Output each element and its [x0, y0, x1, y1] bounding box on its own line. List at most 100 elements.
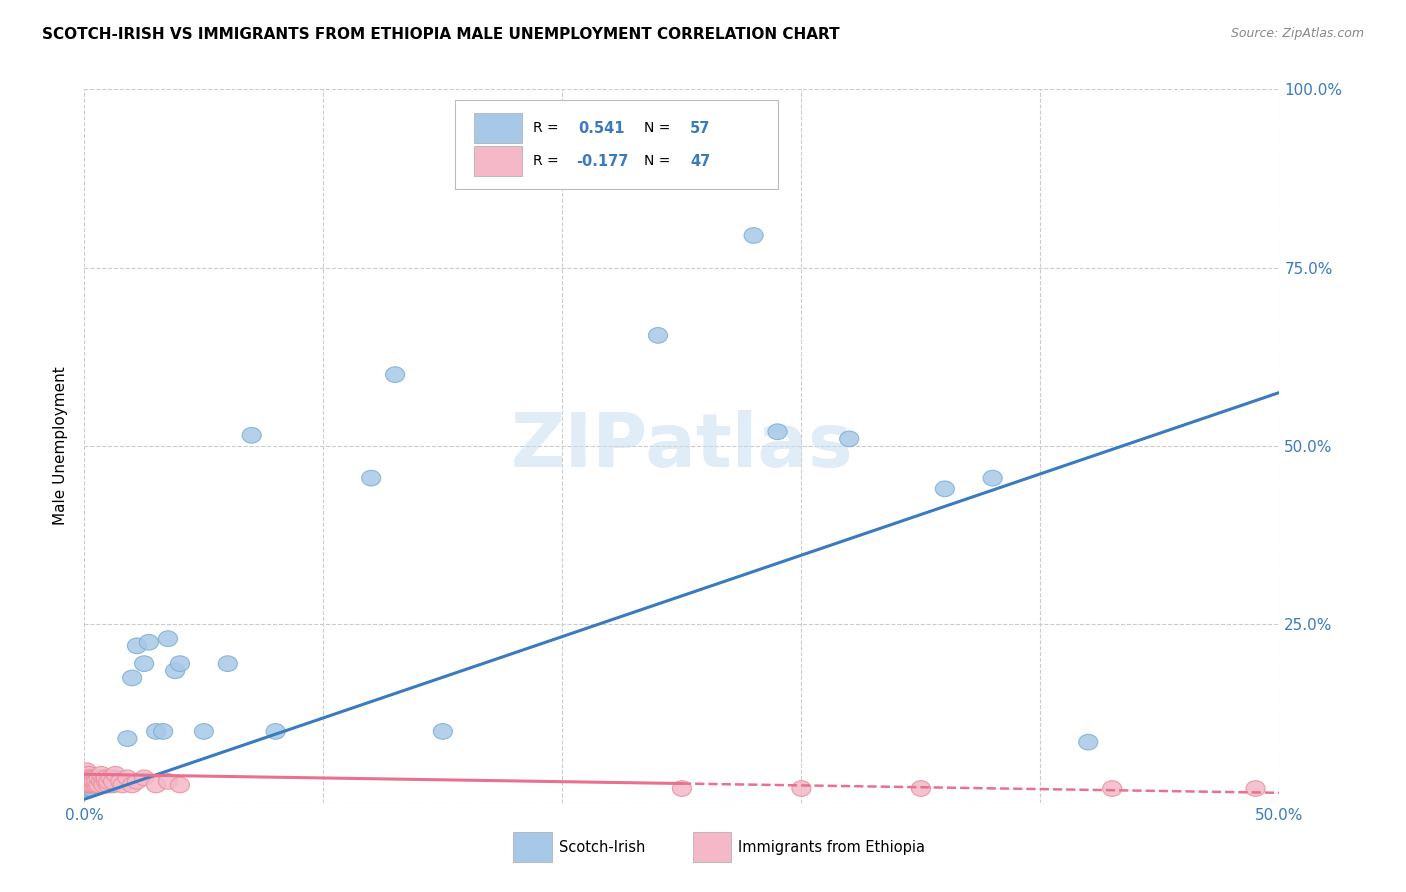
Ellipse shape: [98, 770, 118, 786]
Ellipse shape: [82, 770, 101, 786]
Ellipse shape: [122, 670, 142, 686]
Ellipse shape: [768, 424, 787, 440]
Ellipse shape: [104, 773, 122, 789]
Ellipse shape: [84, 770, 104, 786]
Ellipse shape: [983, 470, 1002, 486]
Ellipse shape: [87, 777, 105, 793]
Ellipse shape: [266, 723, 285, 739]
Ellipse shape: [82, 777, 101, 793]
Ellipse shape: [935, 481, 955, 497]
Text: 57: 57: [690, 121, 710, 136]
Ellipse shape: [170, 656, 190, 672]
Ellipse shape: [89, 770, 108, 786]
FancyBboxPatch shape: [456, 100, 778, 189]
Ellipse shape: [87, 773, 105, 789]
Ellipse shape: [792, 780, 811, 797]
Ellipse shape: [104, 777, 122, 793]
Ellipse shape: [80, 766, 98, 782]
Ellipse shape: [91, 777, 111, 793]
Text: ZIPatlas: ZIPatlas: [510, 409, 853, 483]
Ellipse shape: [82, 773, 101, 789]
Ellipse shape: [77, 770, 97, 786]
Ellipse shape: [111, 773, 129, 789]
Text: Immigrants from Ethiopia: Immigrants from Ethiopia: [738, 839, 925, 855]
Ellipse shape: [672, 780, 692, 797]
Text: R =: R =: [533, 121, 558, 136]
Ellipse shape: [98, 777, 118, 793]
Y-axis label: Male Unemployment: Male Unemployment: [53, 367, 69, 525]
Ellipse shape: [80, 780, 98, 797]
Ellipse shape: [82, 773, 101, 789]
Ellipse shape: [139, 634, 159, 650]
Ellipse shape: [84, 777, 104, 793]
Ellipse shape: [105, 766, 125, 782]
Ellipse shape: [77, 773, 97, 789]
Ellipse shape: [112, 777, 132, 793]
Ellipse shape: [89, 777, 108, 793]
Ellipse shape: [128, 638, 146, 654]
Ellipse shape: [96, 773, 115, 789]
Ellipse shape: [87, 770, 105, 786]
Ellipse shape: [118, 731, 136, 747]
Text: 0.541: 0.541: [578, 121, 624, 136]
Ellipse shape: [911, 780, 931, 797]
Ellipse shape: [94, 773, 112, 789]
Ellipse shape: [82, 777, 101, 793]
Ellipse shape: [77, 777, 97, 793]
Ellipse shape: [433, 723, 453, 739]
Ellipse shape: [84, 777, 104, 793]
Ellipse shape: [94, 777, 112, 793]
Ellipse shape: [194, 723, 214, 739]
Ellipse shape: [153, 723, 173, 739]
Ellipse shape: [385, 367, 405, 383]
Ellipse shape: [89, 773, 108, 789]
Ellipse shape: [77, 777, 97, 793]
Ellipse shape: [91, 766, 111, 782]
Text: 47: 47: [690, 153, 710, 169]
Text: N =: N =: [644, 154, 671, 169]
Ellipse shape: [218, 656, 238, 672]
FancyBboxPatch shape: [474, 113, 522, 144]
Ellipse shape: [80, 777, 98, 793]
Ellipse shape: [839, 431, 859, 447]
Ellipse shape: [96, 773, 115, 789]
Ellipse shape: [242, 427, 262, 443]
Ellipse shape: [87, 777, 105, 793]
Ellipse shape: [82, 777, 101, 793]
Ellipse shape: [96, 770, 115, 786]
FancyBboxPatch shape: [513, 832, 551, 862]
Ellipse shape: [648, 327, 668, 343]
Text: SCOTCH-IRISH VS IMMIGRANTS FROM ETHIOPIA MALE UNEMPLOYMENT CORRELATION CHART: SCOTCH-IRISH VS IMMIGRANTS FROM ETHIOPIA…: [42, 27, 839, 42]
Ellipse shape: [91, 773, 111, 789]
Ellipse shape: [1078, 734, 1098, 750]
Ellipse shape: [77, 773, 97, 789]
Ellipse shape: [111, 773, 129, 789]
FancyBboxPatch shape: [693, 832, 731, 862]
Ellipse shape: [146, 777, 166, 793]
Ellipse shape: [98, 777, 118, 793]
Text: R =: R =: [533, 154, 558, 169]
Ellipse shape: [84, 773, 104, 789]
Ellipse shape: [80, 777, 98, 793]
FancyBboxPatch shape: [474, 146, 522, 177]
Ellipse shape: [77, 780, 97, 797]
Ellipse shape: [82, 770, 101, 786]
Ellipse shape: [166, 663, 184, 679]
Ellipse shape: [146, 723, 166, 739]
Ellipse shape: [135, 656, 153, 672]
Ellipse shape: [128, 773, 146, 789]
Ellipse shape: [101, 770, 121, 786]
Text: Source: ZipAtlas.com: Source: ZipAtlas.com: [1230, 27, 1364, 40]
Ellipse shape: [82, 780, 101, 797]
Ellipse shape: [98, 773, 118, 789]
Ellipse shape: [89, 777, 108, 793]
Ellipse shape: [170, 777, 190, 793]
Text: -0.177: -0.177: [576, 153, 628, 169]
Ellipse shape: [159, 631, 177, 647]
Ellipse shape: [94, 773, 112, 789]
Ellipse shape: [80, 777, 98, 793]
Ellipse shape: [82, 773, 101, 789]
Ellipse shape: [80, 773, 98, 789]
Ellipse shape: [80, 770, 98, 786]
Ellipse shape: [361, 470, 381, 486]
